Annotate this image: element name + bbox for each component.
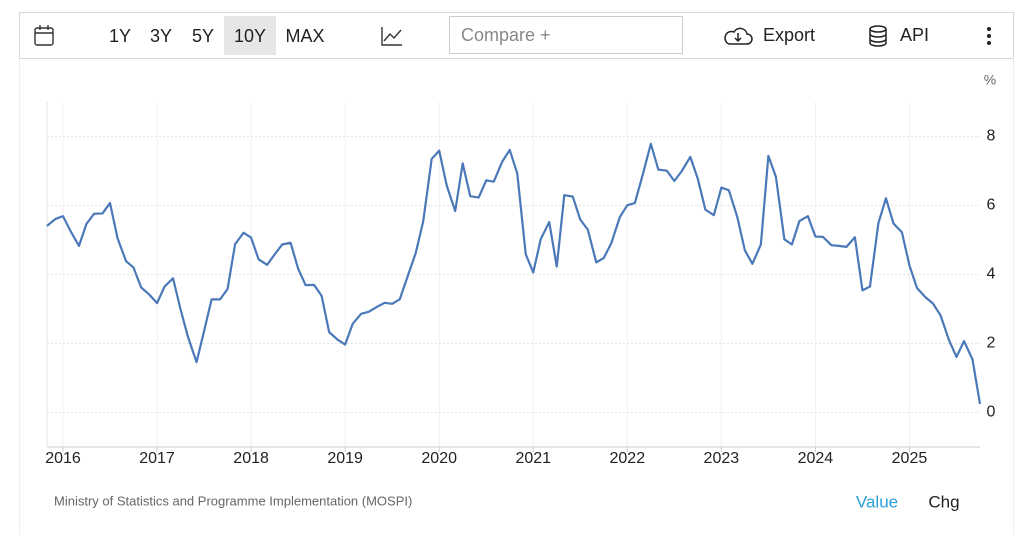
source: Ministry of Statistics and Programme Imp… xyxy=(54,493,412,508)
x-tick-label: 2018 xyxy=(233,450,269,467)
x-tick-label: 2022 xyxy=(610,450,646,467)
compare-placeholder[interactable]: Compare + xyxy=(461,25,551,45)
x-tick-label: 2016 xyxy=(45,450,81,467)
tab-value[interactable]: Value xyxy=(856,492,898,511)
x-tick-label: 2017 xyxy=(139,450,175,467)
export-icon[interactable] xyxy=(724,27,753,45)
calendar-icon[interactable] xyxy=(34,25,54,46)
y-tick-label: 6 xyxy=(987,197,996,214)
selected-range xyxy=(224,16,276,55)
y-tick-label: 4 xyxy=(987,266,996,283)
api-icon[interactable] xyxy=(869,25,887,47)
data-line xyxy=(46,142,982,405)
x-tick-label: 2019 xyxy=(327,450,363,467)
chart-type-icon[interactable] xyxy=(381,27,402,46)
y-tick-label: 0 xyxy=(987,404,996,421)
range-button[interactable]: 3Y xyxy=(150,26,172,46)
range-button[interactable]: 5Y xyxy=(192,26,214,46)
range-button[interactable]: MAX xyxy=(285,26,324,46)
export-button[interactable]: Export xyxy=(763,25,815,45)
compare-input[interactable] xyxy=(449,16,683,54)
y-tick-label: 2 xyxy=(987,335,996,352)
x-tick-label: 2020 xyxy=(421,450,457,467)
x-tick-label: 2024 xyxy=(798,450,834,467)
tab-chg[interactable]: Chg xyxy=(928,492,959,511)
api-button[interactable]: API xyxy=(900,25,929,45)
y-tick-label: 8 xyxy=(987,128,996,145)
range-button[interactable]: 1Y xyxy=(109,26,131,46)
x-tick-label: 2025 xyxy=(892,450,928,467)
y-axis-unit: % xyxy=(984,72,996,88)
menu-icon[interactable] xyxy=(987,27,991,45)
range-button[interactable]: 10Y xyxy=(234,26,266,46)
x-tick-label: 2023 xyxy=(704,450,740,467)
x-tick-label: 2021 xyxy=(515,450,551,467)
